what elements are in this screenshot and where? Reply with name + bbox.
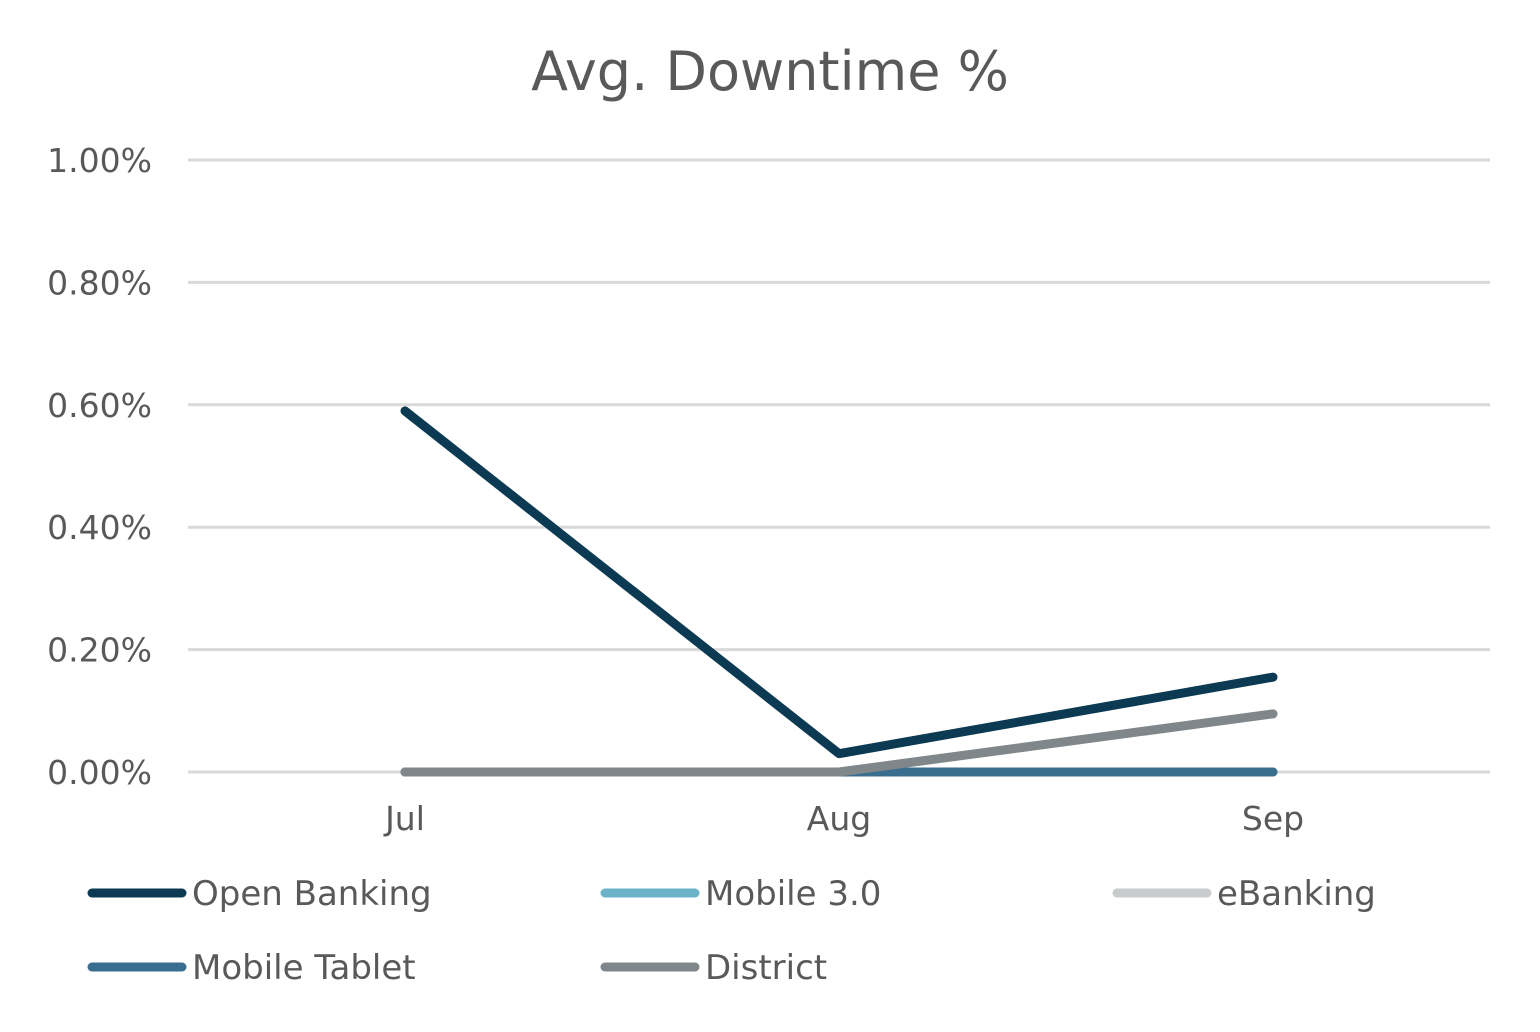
y-tick-label: 0.20%: [47, 631, 152, 670]
legend-item-mobile-tablet: Mobile Tablet: [87, 948, 416, 988]
y-tick-label: 0.00%: [47, 753, 152, 792]
series-lines: [400, 406, 1278, 777]
legend-item-mobile-3-0: Mobile 3.0: [600, 874, 881, 914]
x-tick-label: Jul: [383, 799, 425, 838]
legend-label: District: [705, 948, 827, 988]
legend-label: eBanking: [1217, 874, 1376, 914]
gridlines: [188, 158, 1490, 774]
legend: Open Banking Mobile 3.0 eBanking Mobile Tab…: [87, 874, 1376, 988]
y-tick-label: 1.00%: [47, 141, 152, 180]
legend-item-open-banking: Open Banking: [87, 874, 432, 914]
series-line-district: [400, 709, 1278, 777]
chart-title: Avg. Downtime %: [531, 40, 1009, 103]
legend-label: Open Banking: [192, 874, 432, 914]
y-tick-label: 0.60%: [47, 386, 152, 425]
x-tick-label: Sep: [1242, 799, 1304, 838]
series-line-open-banking: [400, 406, 1278, 759]
legend-label: Mobile Tablet: [192, 948, 416, 988]
legend-label: Mobile 3.0: [705, 874, 881, 914]
x-tick-label: Aug: [807, 799, 871, 838]
y-tick-label: 0.80%: [47, 263, 152, 302]
legend-item-ebanking: eBanking: [1112, 874, 1376, 914]
y-tick-label: 0.40%: [47, 508, 152, 547]
x-axis-ticks: Jul Aug Sep: [383, 799, 1304, 838]
legend-item-district: District: [600, 948, 827, 988]
y-axis-ticks: 0.00% 0.20% 0.40% 0.60% 0.80% 1.00%: [47, 141, 152, 792]
